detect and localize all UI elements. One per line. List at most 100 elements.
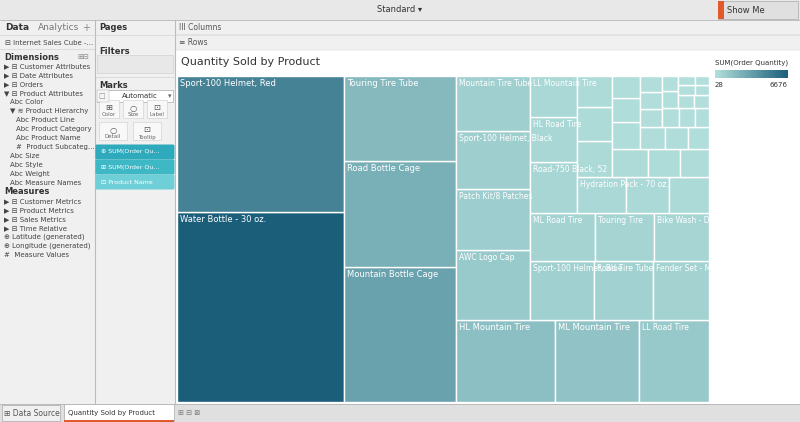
Bar [761,70,762,78]
Text: ≡ Rows: ≡ Rows [179,38,208,47]
Bar [577,76,612,107]
Bar [725,70,726,78]
Bar [766,70,767,78]
Bar [577,177,626,213]
Bar [723,70,725,78]
Bar [716,70,718,78]
Bar [64,420,174,422]
Bar [722,70,724,78]
Text: Quantity Sold by Product: Quantity Sold by Product [181,57,320,67]
Bar [99,122,127,140]
Bar [688,127,709,149]
Bar [768,70,770,78]
Bar [730,70,731,78]
Bar [665,127,688,149]
Text: Detail: Detail [105,135,121,140]
Bar [456,320,555,402]
Bar [654,261,709,320]
Bar [344,161,456,267]
Text: Sport-100 Helmet, Red: Sport-100 Helmet, Red [180,79,276,88]
Text: Marks: Marks [99,81,128,89]
Bar [594,213,654,261]
Bar [747,70,749,78]
Bar [739,70,741,78]
Text: Data: Data [5,24,29,32]
Text: +: + [82,23,90,33]
Text: ▶ ⊟ Date Attributes: ▶ ⊟ Date Attributes [4,72,73,78]
Text: Abc Color: Abc Color [10,99,43,105]
Text: ⊞⊟: ⊞⊟ [77,54,89,60]
Bar [742,70,743,78]
Bar [175,50,800,404]
Bar [749,70,750,78]
Bar [97,90,173,102]
Text: Abc Weight: Abc Weight [10,171,50,177]
Bar [530,261,594,320]
Text: Abc Product Category: Abc Product Category [16,126,92,132]
Bar [764,70,766,78]
Bar [756,70,758,78]
Bar [530,116,577,162]
Bar [456,131,530,189]
Text: Road Tire Tube: Road Tire Tube [597,264,653,273]
Bar [766,70,768,78]
Text: ▶ ⊟ Product Metrics: ▶ ⊟ Product Metrics [4,207,74,213]
Text: ▶ ⊟ Customer Metrics: ▶ ⊟ Customer Metrics [4,198,81,204]
Bar [530,213,594,261]
Text: Pages: Pages [99,24,127,32]
Bar [177,76,344,212]
Bar [733,70,734,78]
Bar [662,108,679,127]
Bar [678,95,694,108]
Text: #  Product Subcateg...: # Product Subcateg... [16,144,94,150]
Bar [718,1,798,19]
Bar [678,76,694,85]
Bar [770,70,772,78]
Bar [612,149,648,177]
Bar [742,70,744,78]
Bar [715,70,717,78]
Bar [680,149,709,177]
Bar [662,76,678,91]
Bar [175,20,800,35]
Bar [612,98,640,122]
Bar [727,70,729,78]
Text: ○: ○ [130,103,137,113]
Bar [456,249,530,320]
Text: ⊞ Data Source: ⊞ Data Source [4,408,60,417]
Bar [754,70,755,78]
Bar [612,76,640,98]
Text: ▶ ⊟ Time Relative: ▶ ⊟ Time Relative [4,225,67,231]
Bar [750,70,751,78]
Bar [759,70,761,78]
Bar [778,70,780,78]
Bar [771,70,773,78]
Bar [648,149,680,177]
FancyBboxPatch shape [95,144,174,160]
Text: Color: Color [102,113,116,117]
Bar [640,92,662,109]
Text: Fender Set - Mountain: Fender Set - Mountain [656,264,741,273]
Bar [0,0,800,20]
Text: ⊟ Internet Sales Cube -...: ⊟ Internet Sales Cube -... [5,40,94,46]
Bar [0,20,95,404]
Bar [612,122,640,149]
Text: ML Road Tire: ML Road Tire [533,216,582,225]
Text: Road-750 Black, 52: Road-750 Black, 52 [533,165,607,174]
Text: ▼ ≋ Product Hierarchy: ▼ ≋ Product Hierarchy [10,108,88,114]
Bar [786,70,787,78]
Text: ⊡: ⊡ [154,103,161,113]
Bar [640,127,665,149]
Text: ▶ ⊟ Customer Attributes: ▶ ⊟ Customer Attributes [4,63,90,69]
Bar [694,76,709,85]
Text: ▾: ▾ [168,93,172,99]
Bar [639,320,709,402]
Text: #  Measure Values: # Measure Values [4,252,69,258]
Bar [775,70,777,78]
Bar [745,70,746,78]
Text: Road Bottle Cage: Road Bottle Cage [347,164,420,173]
Text: Label: Label [150,113,165,117]
Bar [694,95,709,108]
Bar [123,100,143,118]
Bar [769,70,770,78]
